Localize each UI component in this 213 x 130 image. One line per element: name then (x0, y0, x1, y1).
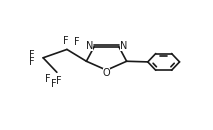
Text: F: F (74, 37, 79, 47)
Text: F: F (29, 50, 34, 60)
Text: N: N (120, 41, 127, 51)
Text: F: F (45, 74, 50, 84)
Text: F: F (63, 36, 69, 46)
Text: F: F (29, 57, 34, 67)
Text: F: F (51, 79, 56, 89)
Text: N: N (86, 41, 93, 51)
Text: F: F (56, 76, 62, 86)
Text: O: O (103, 68, 110, 78)
